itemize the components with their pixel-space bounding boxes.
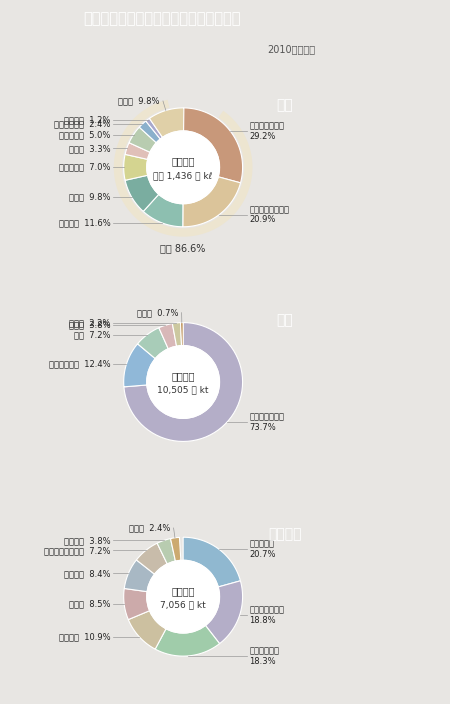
Text: カナダ  2.2%: カナダ 2.2% [69,318,111,327]
Text: 原油: 原油 [276,98,293,112]
Text: イラン  9.8%: イラン 9.8% [69,193,111,202]
Polygon shape [171,537,181,561]
Text: 2010年度実績: 2010年度実績 [267,44,315,54]
Text: 中東その他  5.0%: 中東その他 5.0% [59,130,111,139]
Polygon shape [205,581,243,643]
Polygon shape [155,625,220,656]
Text: その他  9.8%: その他 9.8% [118,96,160,106]
Polygon shape [114,100,252,237]
Text: インドネシア  2.4%: インドネシア 2.4% [54,120,111,129]
Text: 総輸入量: 総輸入量 [171,586,195,596]
Text: スーダン  1.2%: スーダン 1.2% [64,115,111,124]
Text: ブルネイ  8.4%: ブルネイ 8.4% [64,569,111,578]
Text: 総輸入量: 総輸入量 [171,156,195,167]
Text: オーストラリア
73.7%: オーストラリア 73.7% [249,413,284,432]
Text: 中東 86.6%: 中東 86.6% [161,244,206,253]
Text: カタール  10.9%: カタール 10.9% [59,632,111,641]
Polygon shape [183,537,240,587]
Polygon shape [183,177,241,227]
Polygon shape [172,322,181,346]
Text: サウジアラビア
29.2%: サウジアラビア 29.2% [249,122,284,141]
Circle shape [147,131,220,203]
Text: ロシア  3.8%: ロシア 3.8% [69,321,111,329]
Text: オマーン  3.8%: オマーン 3.8% [64,536,111,545]
Polygon shape [140,121,160,143]
Polygon shape [125,143,150,159]
Text: その他  2.4%: その他 2.4% [129,524,170,532]
Text: 石炭: 石炭 [276,313,293,327]
Text: その他  0.7%: その他 0.7% [137,308,178,318]
Text: 日本が輸入する化石燃料の相手国別比率: 日本が輸入する化石燃料の相手国別比率 [84,11,241,27]
Polygon shape [124,344,155,387]
Text: ロシア  8.5%: ロシア 8.5% [69,600,111,609]
Polygon shape [157,539,176,564]
Text: 天然ガス: 天然ガス [268,527,302,541]
Polygon shape [129,127,156,152]
Polygon shape [138,328,168,358]
Polygon shape [125,175,159,211]
Circle shape [147,346,220,418]
Text: クウェート  7.0%: クウェート 7.0% [59,163,111,172]
Polygon shape [128,610,166,649]
Text: カタール  11.6%: カタール 11.6% [59,218,111,227]
Text: アラブ首長国連邦
20.9%: アラブ首長国連邦 20.9% [249,205,289,225]
Polygon shape [124,322,243,441]
Polygon shape [124,560,155,591]
Text: マレーシア
20.7%: マレーシア 20.7% [249,540,276,559]
Polygon shape [136,543,167,574]
Text: オーストラリア
18.8%: オーストラリア 18.8% [249,605,284,625]
Polygon shape [143,194,183,227]
Polygon shape [180,322,183,346]
Polygon shape [183,108,243,183]
Polygon shape [146,118,162,139]
Circle shape [147,560,220,633]
Polygon shape [124,154,148,180]
Text: インドネシア  12.4%: インドネシア 12.4% [49,360,111,368]
Text: イラク  3.3%: イラク 3.3% [69,144,111,153]
Polygon shape [159,324,176,349]
Text: アラブ首長国連邦  7.2%: アラブ首長国連邦 7.2% [44,546,111,555]
Polygon shape [124,589,149,620]
Text: インドネシア
18.3%: インドネシア 18.3% [249,646,279,665]
Text: ２億 1,436 万 kℓ: ２億 1,436 万 kℓ [153,171,213,180]
Text: 10,505 万 kt: 10,505 万 kt [158,386,209,395]
Text: 中国  7.2%: 中国 7.2% [74,330,111,339]
Text: 7,056 万 kt: 7,056 万 kt [160,601,206,610]
Polygon shape [149,108,184,137]
Text: 総輸入量: 総輸入量 [171,371,195,382]
